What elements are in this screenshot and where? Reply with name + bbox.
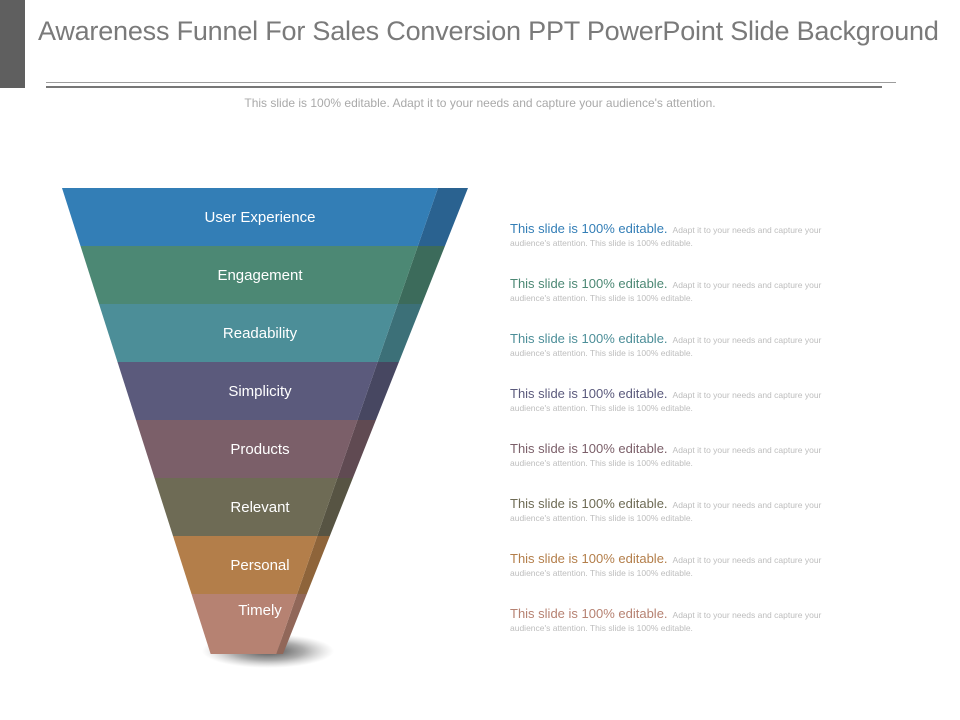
description-body-line: Adapt it to your needs and capture your bbox=[672, 610, 822, 620]
description-heading: This slide is 100% editable. bbox=[510, 551, 668, 566]
funnel-segment-side bbox=[357, 362, 399, 420]
description-heading: This slide is 100% editable. bbox=[510, 221, 668, 236]
description-body-line: audience's attention. This slide is 100%… bbox=[510, 513, 693, 523]
description-body-line: Adapt it to your needs and capture your bbox=[672, 280, 822, 290]
description-list: This slide is 100% editable. Adapt it to … bbox=[510, 221, 890, 661]
description-body-line: audience's attention. This slide is 100%… bbox=[510, 238, 693, 248]
description-body-line: Adapt it to your needs and capture your bbox=[672, 225, 822, 235]
funnel-segment-side bbox=[337, 420, 376, 478]
funnel-diagram: User Experience Engagement Readability Simp… bbox=[62, 188, 468, 668]
funnel-segment bbox=[99, 304, 398, 362]
title-divider-thick bbox=[46, 86, 882, 88]
description-heading: This slide is 100% editable. bbox=[510, 331, 668, 346]
funnel-segment-side bbox=[297, 536, 330, 594]
funnel-segment bbox=[62, 188, 438, 246]
description-item: This slide is 100% editable. Adapt it to … bbox=[510, 441, 890, 496]
funnel-segment-label: Timely bbox=[238, 602, 282, 619]
description-item: This slide is 100% editable. Adapt it to … bbox=[510, 551, 890, 606]
description-body-line: Adapt it to your needs and capture your bbox=[672, 390, 822, 400]
description-item: This slide is 100% editable. Adapt it to … bbox=[510, 276, 890, 331]
description-item: This slide is 100% editable. Adapt it to … bbox=[510, 331, 890, 386]
description-heading: This slide is 100% editable. bbox=[510, 276, 668, 291]
description-body-line: Adapt it to your needs and capture your bbox=[672, 555, 822, 565]
description-heading: This slide is 100% editable. bbox=[510, 441, 668, 456]
title-divider-thin bbox=[46, 82, 896, 83]
funnel-segment-side bbox=[377, 304, 422, 362]
funnel-segment-side bbox=[397, 246, 445, 304]
description-heading: This slide is 100% editable. bbox=[510, 606, 668, 621]
funnel-segment bbox=[154, 478, 338, 536]
slide-subtitle: This slide is 100% editable. Adapt it to… bbox=[244, 96, 716, 110]
funnel-segment-label: Relevant bbox=[230, 499, 290, 516]
funnel-segment-label: User Experience bbox=[205, 209, 316, 226]
description-item: This slide is 100% editable. Adapt it to … bbox=[510, 221, 890, 276]
funnel-segment-label: Engagement bbox=[217, 267, 303, 284]
description-body-line: Adapt it to your needs and capture your bbox=[672, 445, 822, 455]
funnel-segment bbox=[80, 246, 418, 304]
description-body-line: audience's attention. This slide is 100%… bbox=[510, 293, 693, 303]
description-heading: This slide is 100% editable. bbox=[510, 496, 668, 511]
funnel-segment-side bbox=[317, 478, 353, 536]
funnel-segment-label: Personal bbox=[230, 557, 289, 574]
funnel-segment-label: Readability bbox=[223, 325, 298, 342]
description-body-line: audience's attention. This slide is 100%… bbox=[510, 458, 693, 468]
description-body-line: Adapt it to your needs and capture your bbox=[672, 335, 822, 345]
description-item: This slide is 100% editable. Adapt it to … bbox=[510, 606, 890, 661]
description-item: This slide is 100% editable. Adapt it to … bbox=[510, 496, 890, 551]
description-body-line: audience's attention. This slide is 100%… bbox=[510, 403, 693, 413]
funnel-segment bbox=[173, 536, 318, 594]
funnel-segment-side bbox=[276, 594, 307, 654]
description-body-line: audience's attention. This slide is 100%… bbox=[510, 623, 693, 633]
slide-title: Awareness Funnel For Sales Conversion PP… bbox=[38, 16, 939, 46]
funnel-segment-label: Products bbox=[230, 441, 289, 458]
funnel-segment bbox=[191, 594, 298, 654]
description-item: This slide is 100% editable. Adapt it to … bbox=[510, 386, 890, 441]
funnel-segment-label: Simplicity bbox=[228, 383, 292, 400]
description-heading: This slide is 100% editable. bbox=[510, 386, 668, 401]
description-body-line: audience's attention. This slide is 100%… bbox=[510, 348, 693, 358]
funnel-segment-side bbox=[417, 188, 468, 246]
description-body-line: Adapt it to your needs and capture your bbox=[672, 500, 822, 510]
funnel-segment bbox=[117, 362, 378, 420]
corner-accent-bar bbox=[0, 0, 25, 88]
description-body-line: audience's attention. This slide is 100%… bbox=[510, 568, 693, 578]
funnel-segment bbox=[136, 420, 358, 478]
